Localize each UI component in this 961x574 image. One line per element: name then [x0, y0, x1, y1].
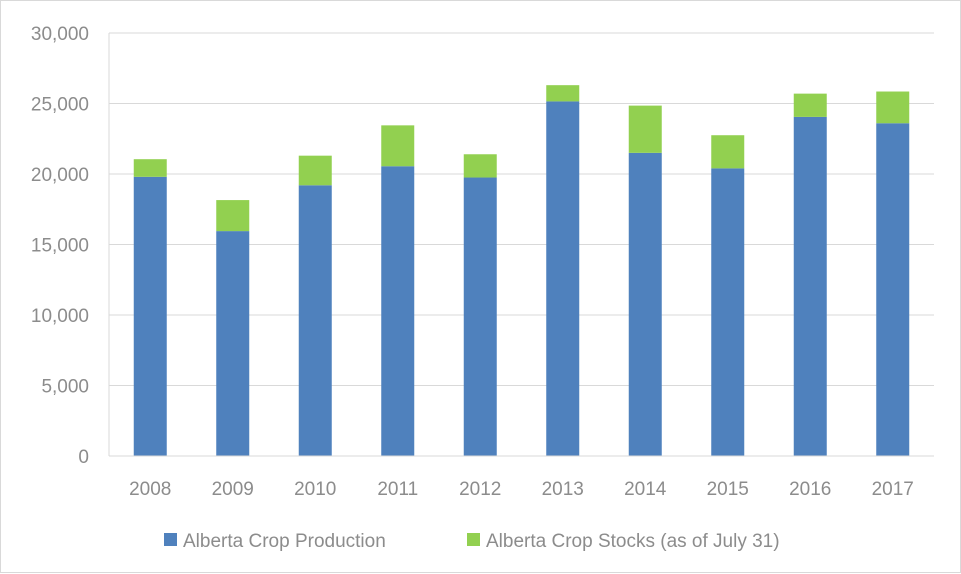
legend-label: Alberta Crop Stocks (as of July 31)	[486, 531, 780, 552]
y-tick-labels: 0 5,000 10,000 15,000 20,000 25,000 30,000	[31, 24, 89, 468]
bars	[133, 85, 910, 457]
bar-stocks-2017	[876, 91, 910, 124]
y-tick-label: 0	[78, 447, 89, 468]
x-tick-label: 2017	[872, 479, 914, 500]
bar-production-2010	[298, 185, 332, 456]
bar-production-2009	[216, 231, 250, 456]
bar-production-2012	[463, 177, 497, 456]
y-tick-label: 15,000	[31, 236, 89, 257]
x-tick-labels: 2008 2009 2010 2011 2012 2013 2014 2015 2016 2017	[129, 479, 914, 500]
bar-production-2013	[546, 101, 580, 456]
x-tick-label: 2016	[789, 479, 831, 500]
x-tick-label: 2012	[459, 479, 501, 500]
bar-production-2015	[711, 168, 745, 457]
x-tick-label: 2015	[707, 479, 749, 500]
x-tick-label: 2011	[377, 479, 418, 500]
x-tick-label: 2013	[542, 479, 584, 500]
y-tick-label: 30,000	[31, 24, 89, 45]
bar-production-2011	[381, 166, 415, 456]
x-tick-label: 2010	[294, 479, 336, 500]
legend-label: Alberta Crop Production	[183, 531, 386, 552]
bar-stocks-2009	[216, 200, 250, 232]
bar-stocks-2014	[628, 105, 662, 153]
bar-production-2017	[876, 123, 910, 457]
bar-stocks-2008	[133, 159, 167, 177]
axes	[108, 33, 934, 457]
legend-swatch	[467, 533, 480, 546]
legend-swatch	[164, 533, 177, 546]
bar-stocks-2016	[793, 93, 827, 117]
x-tick-label: 2009	[212, 479, 254, 500]
bar-production-2008	[133, 176, 167, 456]
bar-production-2014	[628, 152, 662, 456]
bar-stocks-2015	[711, 135, 745, 169]
bar-production-2016	[793, 116, 827, 457]
y-tick-label: 5,000	[41, 377, 89, 398]
bar-stocks-2011	[381, 125, 415, 167]
bar-stocks-2013	[546, 85, 580, 102]
y-tick-label: 10,000	[31, 306, 89, 327]
bar-stocks-2010	[298, 155, 332, 186]
y-tick-label: 25,000	[31, 95, 89, 116]
legend: Alberta Crop Production Alberta Crop Stoc…	[164, 531, 780, 552]
x-tick-label: 2008	[129, 479, 171, 500]
x-tick-label: 2014	[624, 479, 667, 500]
bar-stocks-2012	[463, 154, 497, 178]
y-tick-label: 20,000	[31, 165, 89, 186]
